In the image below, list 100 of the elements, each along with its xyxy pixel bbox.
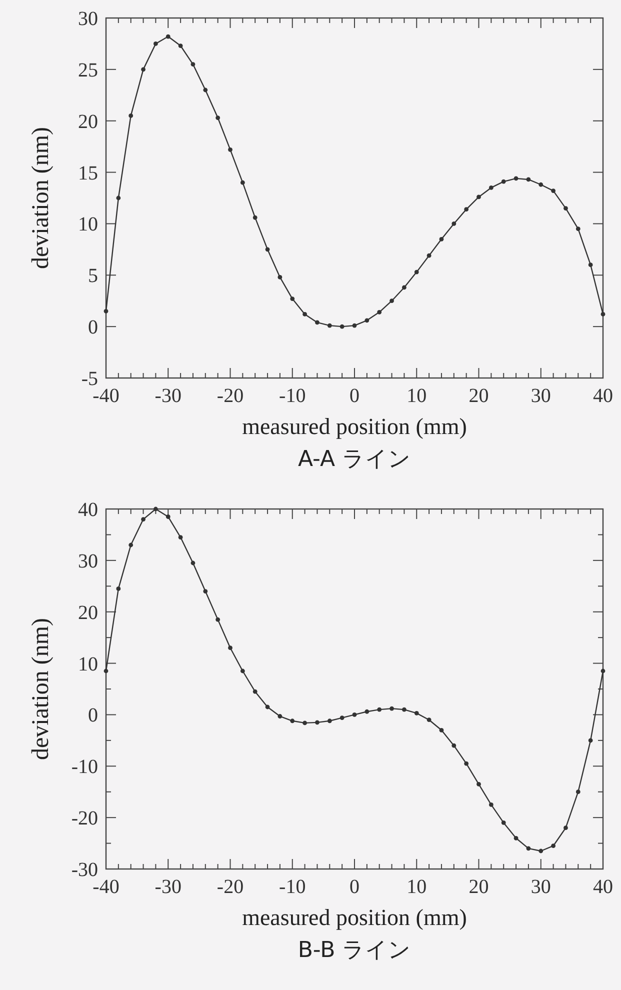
point	[464, 761, 469, 766]
point	[327, 718, 332, 724]
y-tick-label: 40	[78, 499, 98, 521]
point	[564, 826, 568, 830]
point	[564, 206, 568, 210]
point	[252, 215, 258, 220]
point	[166, 514, 170, 519]
point	[414, 710, 419, 716]
y-tick-label: 10	[78, 214, 98, 236]
point	[116, 196, 121, 200]
point	[216, 617, 220, 622]
point	[166, 34, 170, 39]
x-tick-label: 40	[593, 385, 613, 407]
point	[588, 738, 593, 743]
point	[265, 247, 270, 252]
point	[128, 114, 134, 118]
point	[352, 323, 357, 328]
point	[278, 275, 282, 280]
point	[501, 179, 506, 184]
point	[476, 782, 481, 786]
point	[265, 704, 270, 710]
y-tick-label: 30	[78, 8, 98, 30]
point	[104, 308, 108, 314]
x-tick-label: 20	[468, 385, 489, 407]
y-axis-title: deviation (nm)	[28, 618, 54, 760]
x-tick-label: -30	[154, 876, 182, 898]
point	[190, 560, 196, 566]
point	[452, 743, 456, 748]
point	[514, 836, 518, 840]
y-tick-label: 10	[78, 653, 98, 676]
point	[327, 323, 332, 328]
point	[190, 62, 196, 66]
x-tick-label: 10	[406, 876, 427, 898]
point	[290, 718, 295, 724]
point	[203, 88, 208, 92]
point	[390, 298, 394, 304]
point	[116, 586, 121, 591]
point	[178, 44, 183, 48]
y-tick-label: 20	[78, 110, 98, 133]
point	[439, 236, 444, 242]
point	[154, 42, 158, 46]
x-tick-label: -10	[279, 876, 306, 898]
point	[514, 176, 518, 181]
point	[551, 188, 556, 193]
x-tick-label: -30	[154, 385, 182, 407]
point	[426, 253, 432, 258]
x-tick-label: 30	[530, 876, 551, 898]
point	[600, 312, 606, 316]
y-tick-label: 20	[78, 602, 98, 624]
point	[426, 718, 432, 722]
point	[526, 177, 531, 182]
y-tick-label: 15	[78, 162, 98, 184]
point	[488, 186, 494, 190]
point	[364, 318, 370, 323]
y-axis-title: deviation (nm)	[28, 127, 54, 269]
point	[240, 668, 245, 674]
y-tick-label: 0	[88, 316, 98, 339]
text: B-B ライン	[298, 938, 412, 963]
point	[228, 646, 232, 650]
point	[340, 324, 344, 329]
y-tick-label: 5	[88, 265, 98, 288]
point	[364, 709, 370, 714]
point	[352, 712, 357, 717]
x-tick-label: 40	[593, 876, 613, 898]
point	[290, 296, 295, 301]
point	[228, 147, 232, 152]
point	[551, 844, 556, 848]
point	[377, 310, 382, 314]
point	[501, 820, 506, 825]
y-tick-label: 30	[78, 550, 98, 572]
point	[302, 312, 307, 316]
point	[154, 506, 158, 512]
point	[240, 180, 245, 185]
x-tick-label: -20	[216, 385, 244, 407]
point	[526, 846, 531, 851]
x-axis-title: measured position (mm)	[242, 905, 467, 930]
x-tick-label: 20	[468, 876, 489, 898]
point	[390, 706, 394, 711]
x-tick-label: 30	[530, 385, 551, 407]
point	[600, 668, 606, 674]
x-tick-label: -20	[216, 876, 244, 898]
x-tick-label: -10	[279, 385, 306, 407]
text: A-A ライン	[298, 447, 412, 472]
y-tick-label: -20	[71, 808, 98, 830]
point	[414, 270, 419, 274]
point	[402, 285, 406, 290]
point	[252, 689, 258, 694]
point	[576, 226, 580, 232]
point	[377, 707, 382, 712]
point	[104, 668, 108, 674]
point	[538, 182, 544, 187]
line-series	[104, 34, 606, 329]
point	[315, 320, 320, 325]
point	[488, 802, 494, 807]
point	[538, 848, 544, 854]
x-tick-label: 0	[350, 385, 360, 407]
point	[128, 542, 134, 548]
point	[340, 716, 344, 720]
x-tick-label: 0	[350, 876, 360, 898]
point	[464, 207, 469, 212]
